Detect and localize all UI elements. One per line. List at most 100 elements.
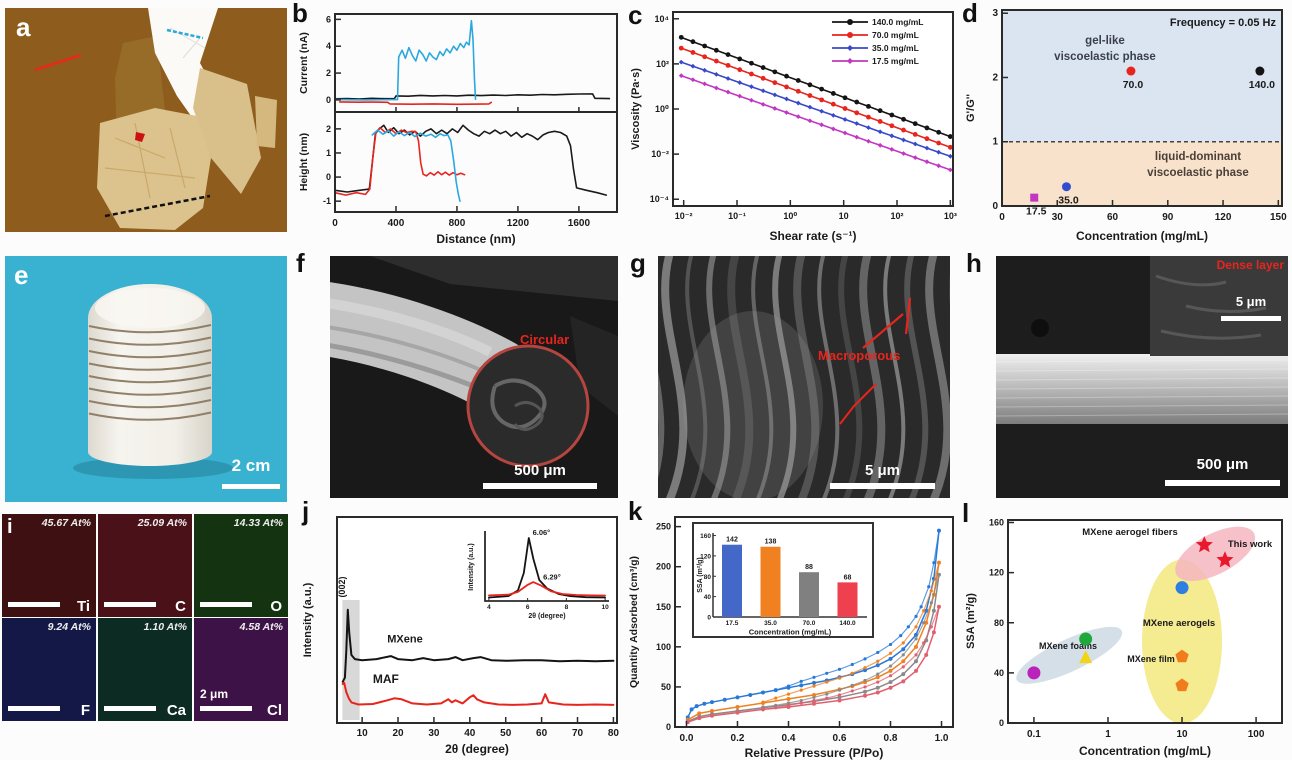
scalebar (200, 602, 252, 607)
gel-region (1002, 10, 1282, 142)
svg-text:8: 8 (565, 604, 569, 611)
sem-layer (793, 256, 820, 498)
svg-text:6.06°: 6.06° (533, 528, 551, 537)
group-ellipse (1016, 626, 1123, 684)
macroporous-annotation: Macroporous (818, 348, 901, 363)
fiber-coil (88, 386, 212, 396)
panel-letter-h: h (966, 248, 982, 278)
svg-text:1600: 1600 (568, 218, 591, 229)
svg-text:6: 6 (326, 14, 331, 24)
ssa-comparison-chart: MXene aerogel fibers This work MXene aerog… (965, 518, 1283, 758)
svg-text:17.5: 17.5 (1026, 206, 1047, 218)
svg-text:140.0 mg/mL: 140.0 mg/mL (872, 17, 924, 27)
svg-text:4: 4 (326, 41, 331, 51)
adsorption-isotherm-chart: 0 50 100 150 200 250 0.0 0.2 0.4 0.6 0.8 1.0 Relativ… (628, 516, 954, 760)
liquid-region (1002, 141, 1282, 206)
sem-layer (883, 256, 906, 498)
flake-right (193, 68, 261, 194)
svg-text:142: 142 (726, 537, 738, 544)
sem-art (330, 256, 618, 498)
sem-art (996, 256, 1288, 498)
svg-text:80: 80 (704, 574, 712, 581)
svg-text:40: 40 (464, 728, 476, 739)
scalebar-label: 2 cm (231, 456, 271, 475)
svg-text:10²: 10² (656, 59, 669, 69)
red-arrow (862, 313, 904, 349)
element-symbol: F (80, 702, 90, 719)
sem-layer (751, 256, 774, 498)
svg-text:0: 0 (326, 172, 331, 182)
svg-text:30: 30 (428, 728, 440, 739)
svg-text:1.0: 1.0 (935, 733, 949, 744)
scalebar-label: 500 μm (1196, 456, 1249, 473)
atomic-percent: 4.58 At% (239, 621, 283, 633)
eds-tile-C: 25.09 At% C (98, 514, 192, 617)
scalebar (830, 483, 935, 489)
optical-micrograph-photo (5, 8, 287, 232)
svg-text:Intensity (a.u.): Intensity (a.u.) (302, 582, 314, 657)
panel-letter-a: a (16, 12, 31, 42)
fiber-coil (88, 374, 212, 384)
svg-text:17.5 mg/mL: 17.5 mg/mL (872, 56, 919, 66)
panel-letter-k: k (628, 496, 643, 526)
svg-text:Distance (nm): Distance (nm) (436, 232, 515, 246)
svg-text:Quantity Adsorbed (cm³/g): Quantity Adsorbed (cm³/g) (628, 556, 640, 688)
svg-text:10: 10 (357, 728, 369, 739)
fiber-wrapped-cylinder-photo: 2 cm (5, 256, 287, 502)
svg-text:120: 120 (700, 553, 711, 560)
svg-text:0: 0 (707, 615, 711, 622)
svg-text:70: 70 (572, 728, 584, 739)
svg-text:0: 0 (332, 218, 338, 229)
svg-text:140.0: 140.0 (1249, 79, 1275, 91)
svg-text:liquid-dominant: liquid-dominant (1155, 151, 1241, 163)
sem-layer (817, 256, 840, 498)
svg-text:2θ (degree): 2θ (degree) (528, 613, 565, 620)
svg-text:35.0 mg/mL: 35.0 mg/mL (872, 43, 919, 53)
sem-macroporous-photo: Macroporous 5 μm (658, 256, 950, 498)
svg-text:0: 0 (999, 718, 1004, 728)
element-symbol: C (175, 598, 186, 615)
svg-text:Relative Pressure (P/Po): Relative Pressure (P/Po) (745, 746, 884, 760)
sem-layer (859, 256, 886, 498)
fiber-coil (88, 336, 212, 346)
svg-text:10⁻²: 10⁻² (651, 149, 669, 159)
panel-letter-f: f (296, 248, 305, 278)
svg-text:400: 400 (388, 218, 405, 229)
svg-text:1: 1 (992, 137, 998, 148)
svg-text:10⁻¹: 10⁻¹ (728, 211, 746, 221)
svg-text:2: 2 (326, 68, 331, 78)
sem-layer (706, 256, 731, 498)
svg-text:MXene: MXene (387, 634, 422, 646)
scalebar-label: 5 μm (864, 462, 901, 479)
red-line-annotation (34, 53, 82, 72)
svg-text:4: 4 (487, 604, 491, 611)
svg-text:MXene film: MXene film (1127, 654, 1175, 664)
sem-layer (661, 256, 688, 498)
scalebar (483, 483, 597, 489)
svg-text:120: 120 (1215, 212, 1232, 223)
svg-text:70.0: 70.0 (1123, 79, 1144, 91)
element-symbol: Cl (267, 702, 282, 719)
sem-layer (904, 256, 929, 498)
svg-text:10²: 10² (890, 211, 903, 221)
circular-annotation: Circular (520, 332, 570, 347)
svg-text:40: 40 (704, 594, 712, 601)
svg-text:viscoelastic phase: viscoelastic phase (1147, 167, 1249, 179)
svg-text:0.8: 0.8 (884, 733, 898, 744)
svg-text:80: 80 (608, 728, 620, 739)
scalebar-label: 500 μm (514, 462, 566, 479)
scalebar (104, 706, 156, 711)
sem-layer (685, 256, 708, 498)
fiber-coil (88, 361, 212, 371)
svg-text:2: 2 (992, 72, 998, 83)
svg-text:10⁻²: 10⁻² (675, 211, 693, 221)
svg-text:0: 0 (999, 212, 1005, 223)
scalebar (104, 602, 156, 607)
svg-text:800: 800 (449, 218, 466, 229)
svg-text:35.0: 35.0 (764, 620, 777, 627)
svg-text:10: 10 (602, 604, 610, 611)
svg-text:0.2: 0.2 (731, 733, 745, 744)
svg-text:60: 60 (536, 728, 548, 739)
svg-text:MXene aerogels: MXene aerogels (1143, 618, 1215, 629)
